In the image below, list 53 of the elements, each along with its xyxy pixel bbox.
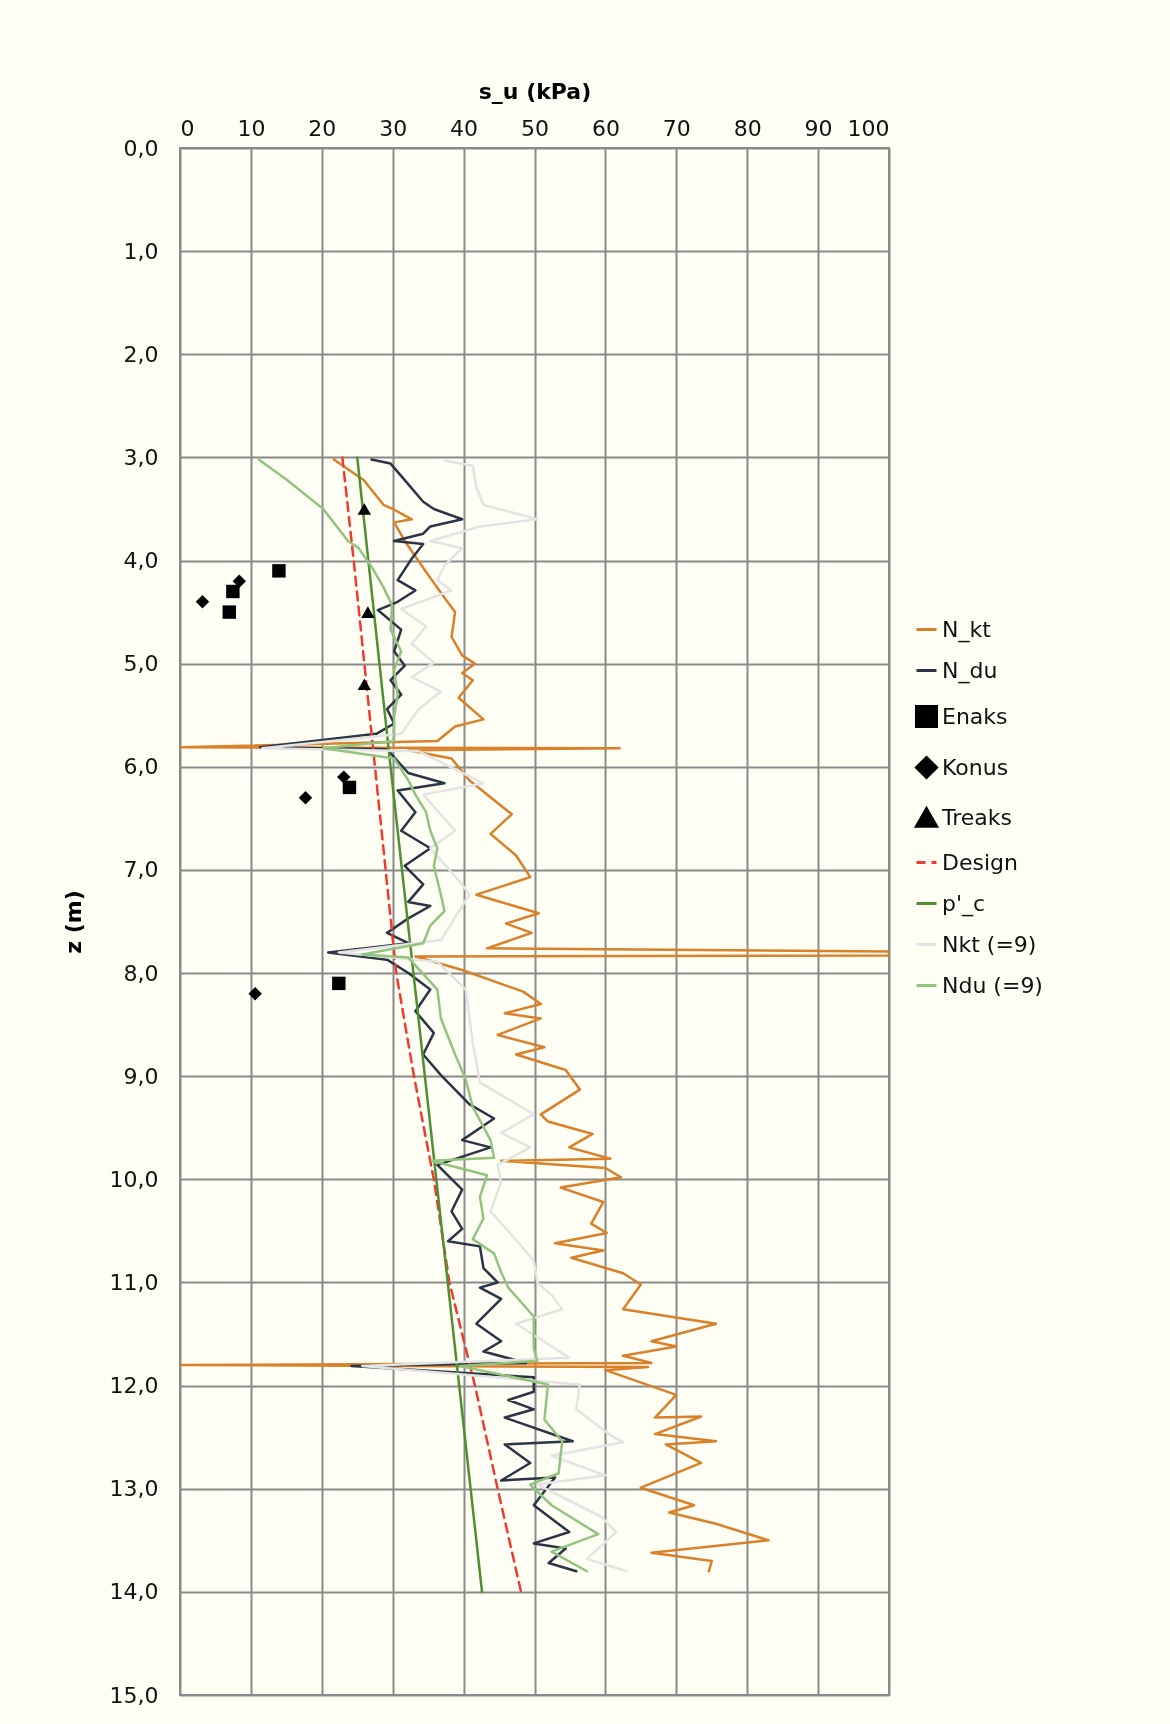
x-tick-label: 80 bbox=[733, 115, 762, 141]
line-series bbox=[341, 456, 523, 1594]
y-tick-label: 5,0 bbox=[123, 651, 159, 677]
x-tick-label: 30 bbox=[379, 115, 408, 141]
legend-label: Konus bbox=[942, 754, 1009, 780]
x-tick-label: 50 bbox=[521, 115, 549, 141]
y-tick-label: 9,0 bbox=[123, 1063, 159, 1089]
y-tick-label: 15,0 bbox=[109, 1682, 159, 1708]
legend-label: Nkt (=9) bbox=[942, 931, 1037, 957]
point bbox=[222, 605, 236, 619]
y-tick-label: 11,0 bbox=[109, 1269, 159, 1295]
y-tick-label: 12,0 bbox=[109, 1373, 159, 1399]
legend-label: Design bbox=[942, 849, 1018, 875]
point bbox=[232, 574, 246, 588]
legend-label: Treaks bbox=[941, 804, 1012, 830]
y-tick-label: 13,0 bbox=[109, 1476, 159, 1502]
point bbox=[332, 976, 346, 991]
y-tick-label: 3,0 bbox=[123, 444, 159, 470]
line-series bbox=[180, 458, 889, 1573]
point bbox=[337, 770, 351, 784]
point bbox=[342, 780, 357, 795]
y-tick-label: 2,0 bbox=[123, 341, 159, 367]
x-tick-label: 70 bbox=[662, 115, 691, 141]
y-tick-label: 0,0 bbox=[123, 135, 159, 161]
x-tick-label: 20 bbox=[308, 115, 337, 141]
x-tick-label: 60 bbox=[591, 115, 620, 141]
legend-label: Enaks bbox=[942, 703, 1008, 729]
point bbox=[357, 503, 372, 515]
y-tick-label: 8,0 bbox=[123, 960, 159, 986]
x-tick-label: 10 bbox=[237, 115, 266, 141]
x-tick-label: 90 bbox=[804, 115, 833, 141]
legend-label: Ndu (=9) bbox=[942, 972, 1043, 998]
point bbox=[195, 595, 210, 609]
y-tick-label: 1,0 bbox=[123, 238, 159, 264]
x-tick-label: 40 bbox=[450, 115, 479, 141]
legend-label: p'_c bbox=[942, 890, 986, 917]
legend-label: N_kt bbox=[942, 616, 992, 643]
point bbox=[298, 791, 313, 805]
y-tick-label: 6,0 bbox=[123, 754, 159, 780]
point bbox=[272, 564, 286, 578]
point bbox=[248, 986, 262, 1001]
y-tick-label: 4,0 bbox=[123, 548, 159, 574]
x-tick-label: 0 bbox=[180, 115, 195, 141]
y-tick-label: 14,0 bbox=[109, 1579, 159, 1605]
x-tick-label: 100 bbox=[847, 115, 890, 141]
point bbox=[226, 584, 240, 599]
y-tick-label: 7,0 bbox=[123, 857, 159, 883]
point bbox=[361, 606, 375, 618]
y-axis-title: z (m) bbox=[60, 890, 86, 954]
point bbox=[357, 678, 372, 691]
legend-label: N_du bbox=[942, 657, 998, 684]
x-axis-title: s_u (kPa) bbox=[478, 78, 592, 104]
y-tick-label: 10,0 bbox=[109, 1166, 159, 1192]
